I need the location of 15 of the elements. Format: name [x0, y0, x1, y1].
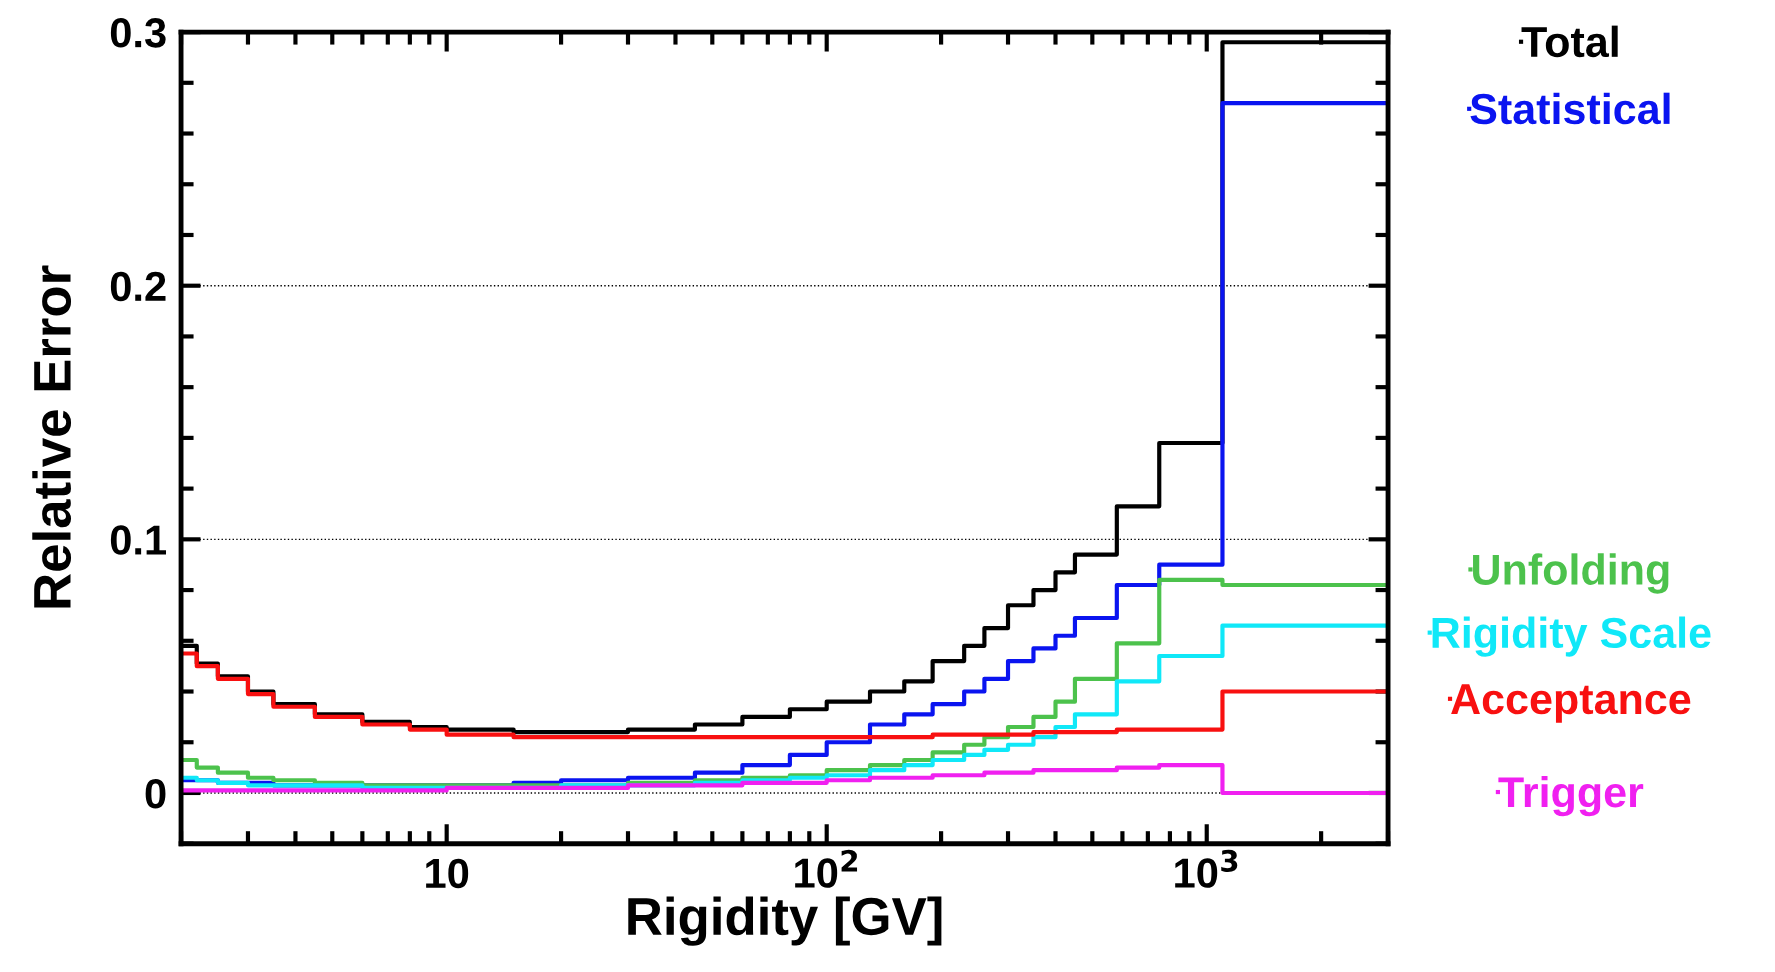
- legend-label: Unfolding: [1473, 553, 1669, 594]
- legend-label: Trigger: [1498, 775, 1644, 817]
- y-axis-title: Relative Error: [32, 265, 72, 608]
- legend-label: Total: [1521, 25, 1618, 58]
- x-tick-label: 10$^{2}$: [795, 849, 858, 888]
- y-tick-label: 0.2: [110, 271, 166, 302]
- y-tick-label: 0.3: [110, 18, 166, 48]
- x-tick-label: 10$^{3}$: [1175, 849, 1238, 888]
- legend-label: Rigidity Scale: [1432, 616, 1711, 657]
- x-axis-title: Rigidity [GV]: [628, 896, 942, 946]
- x-tick-label: 10: [426, 858, 469, 889]
- legend-label: Statistical: [1470, 92, 1670, 125]
- y-tick-label: 0: [145, 778, 166, 809]
- y-tick-label: 0.1: [110, 525, 167, 555]
- legend-label: Acceptance: [1451, 684, 1691, 723]
